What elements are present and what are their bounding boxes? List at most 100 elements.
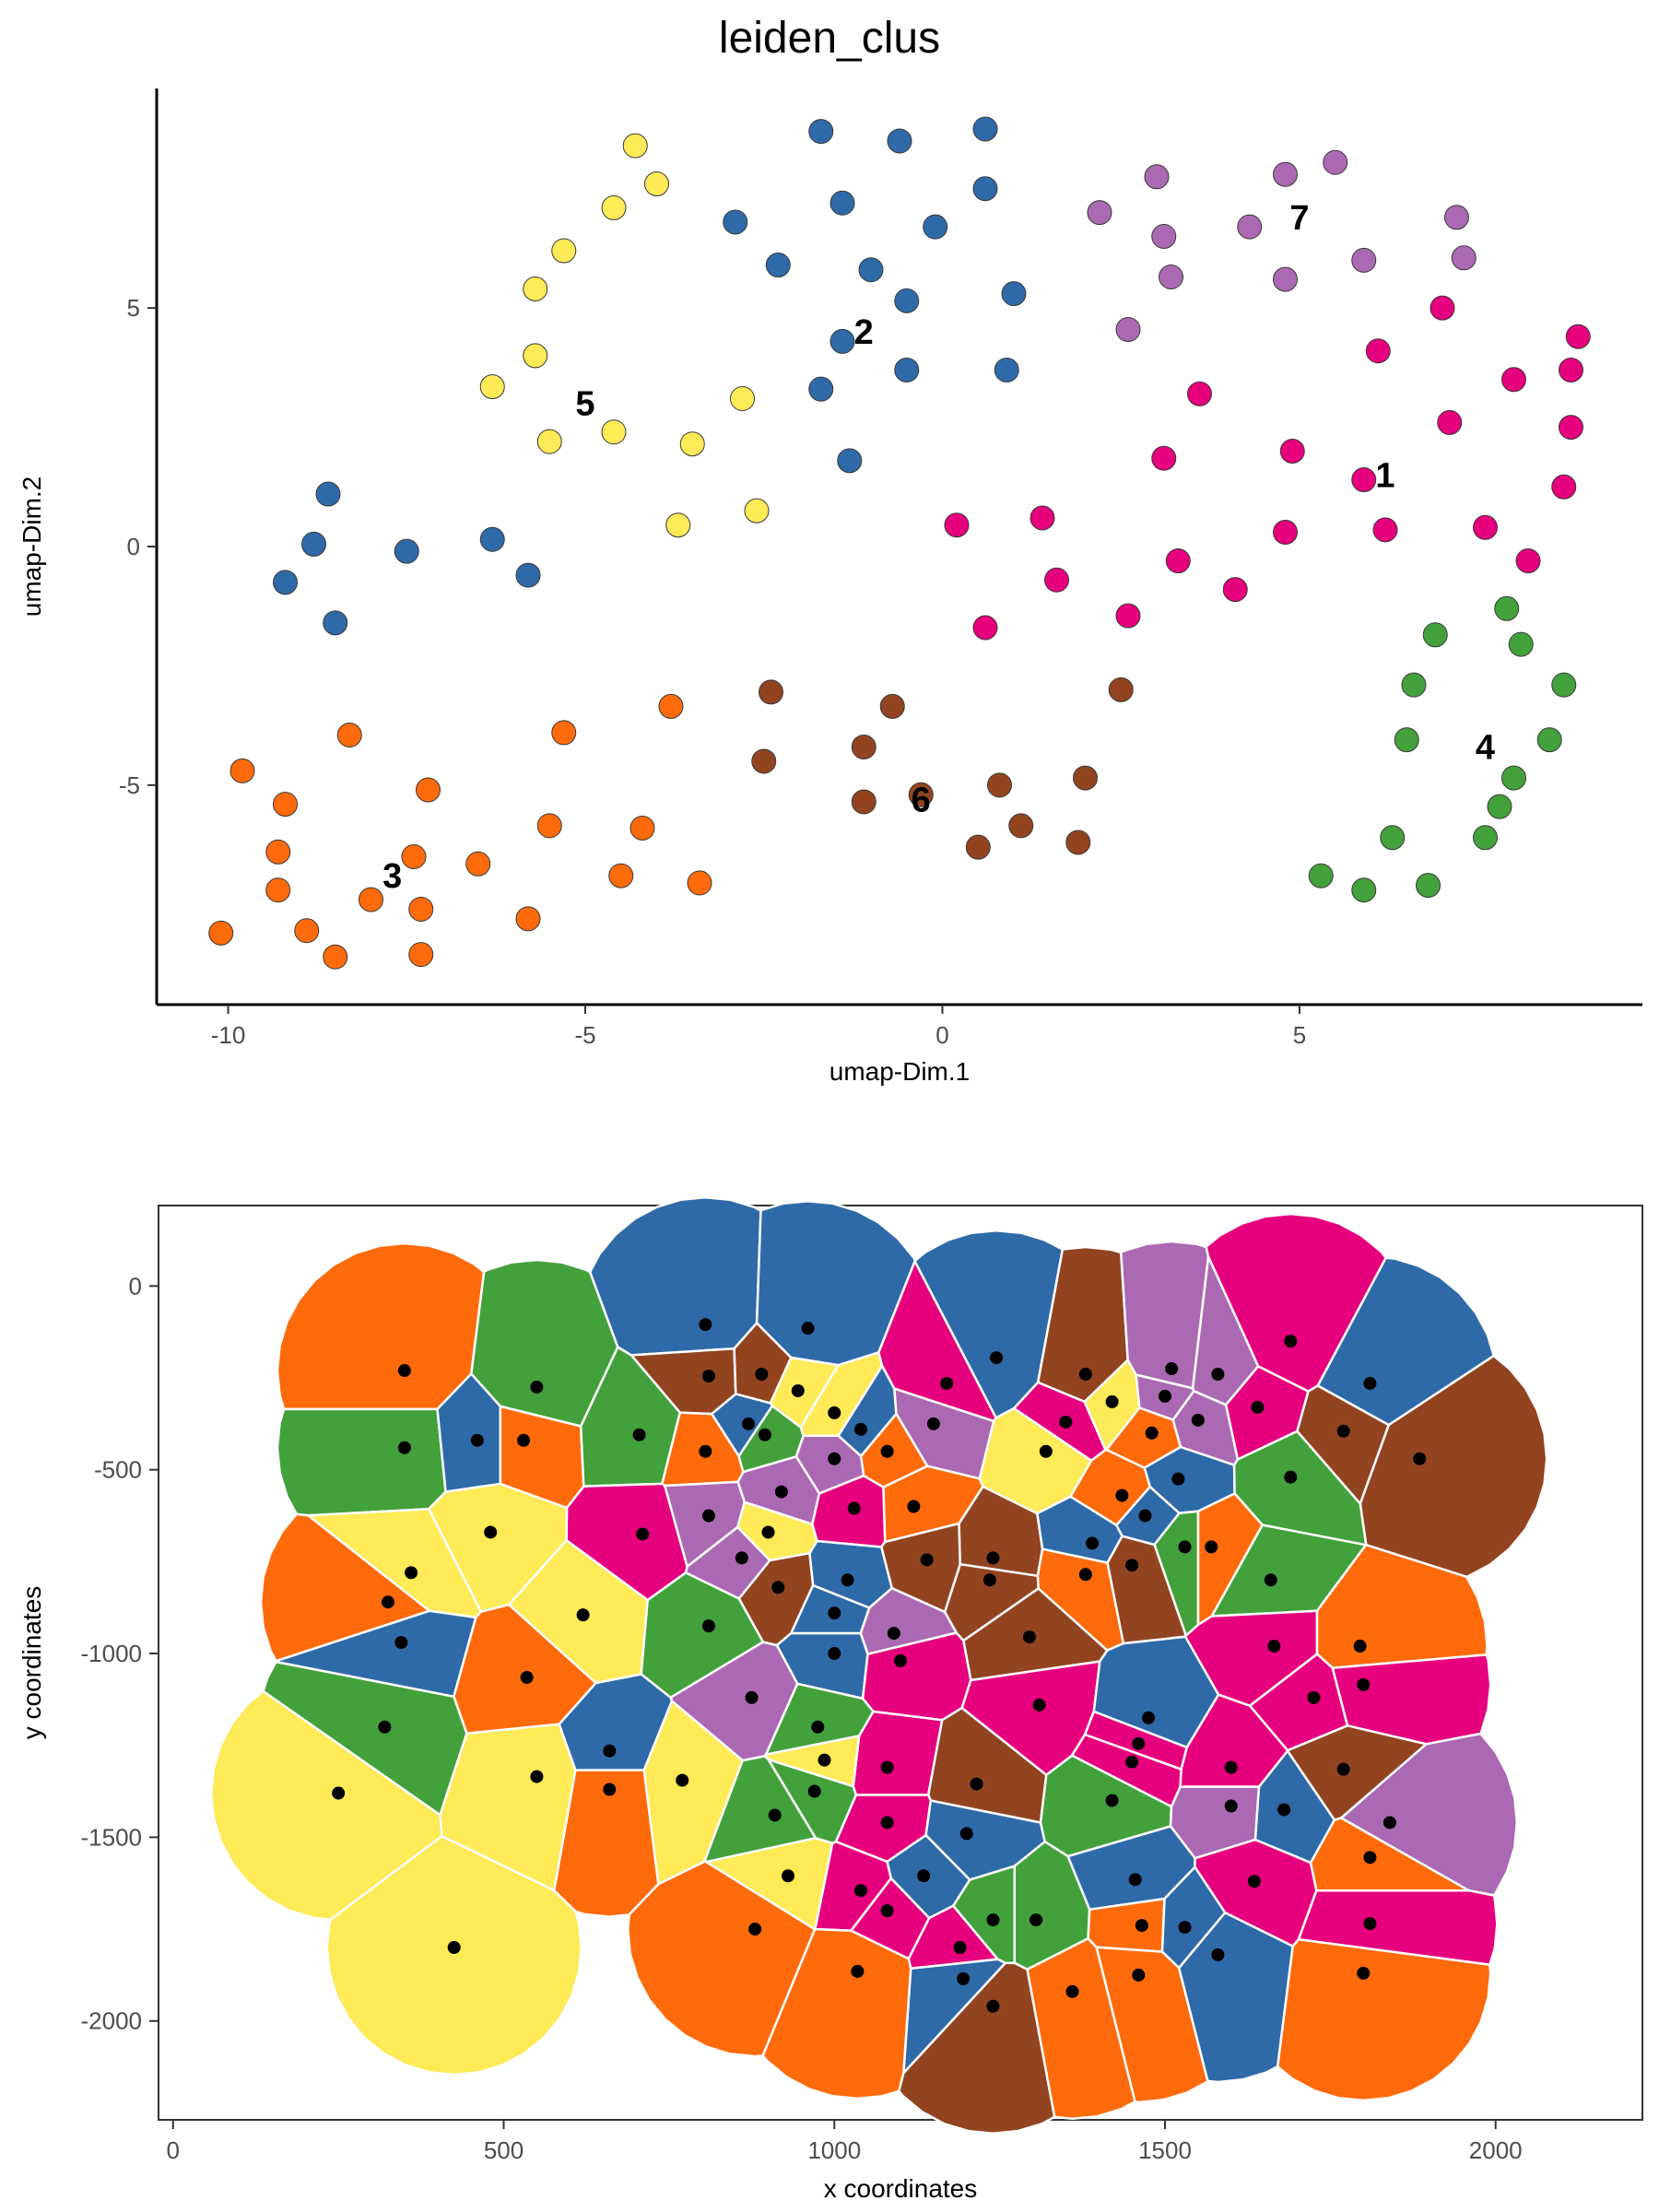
point-cluster-2 <box>830 190 855 216</box>
point-cluster-1 <box>1430 295 1455 321</box>
point-cluster-3 <box>515 906 541 932</box>
cell-cluster-3 <box>761 1927 912 2100</box>
cluster-label-5: 5 <box>575 385 594 424</box>
cell-cluster-2 <box>1316 1256 1496 1427</box>
point-cluster-2 <box>894 357 920 382</box>
cell-centroid <box>853 1884 867 1898</box>
cell-centroid <box>1165 1362 1179 1376</box>
cell-centroid <box>758 1428 771 1441</box>
point-cluster-4 <box>1422 622 1448 648</box>
point-cluster-4 <box>1380 825 1406 851</box>
cell-centroid <box>1336 1762 1350 1776</box>
y-tick-label: -2000 <box>81 2007 143 2035</box>
point-cluster-2 <box>972 116 998 142</box>
point-cluster-4 <box>1473 825 1498 851</box>
cell-centroid <box>880 1444 894 1458</box>
point-cluster-1 <box>1187 381 1212 406</box>
cell-centroid <box>807 1784 821 1798</box>
point-cluster-7 <box>1273 266 1298 292</box>
cell-centroid <box>397 1364 411 1378</box>
point-cluster-1 <box>1559 357 1583 382</box>
point-cluster-3 <box>359 887 383 912</box>
point-cluster-7 <box>1087 200 1112 226</box>
cell-centroid <box>1125 1559 1139 1572</box>
point-cluster-1 <box>1559 415 1583 441</box>
point-cluster-4 <box>1508 631 1534 657</box>
cell-centroid <box>970 1777 983 1791</box>
x-tick-label: 5 <box>1293 1021 1306 1049</box>
point-cluster-1 <box>1473 514 1498 540</box>
point-cluster-4 <box>1487 794 1512 819</box>
point-cluster-6 <box>908 782 934 807</box>
cell-cluster-6 <box>898 1961 1056 2136</box>
point-cluster-6 <box>1108 677 1134 702</box>
cell-centroid <box>676 1773 689 1787</box>
cell-cluster-5 <box>209 1689 443 1921</box>
cell-centroid <box>828 1647 841 1661</box>
cell-centroid <box>887 1627 900 1641</box>
cell-cluster-1 <box>1297 1888 1499 1967</box>
cell-centroid <box>917 1869 931 1883</box>
cell-centroid <box>1224 1760 1238 1774</box>
point-cluster-2 <box>765 253 791 278</box>
cell-centroid <box>828 1406 841 1419</box>
point-cluster-6 <box>759 679 783 705</box>
cell-centroid <box>1336 1424 1350 1438</box>
cell-centroid <box>1022 1630 1036 1644</box>
point-cluster-2 <box>887 128 912 154</box>
y-tick-label: 5 <box>127 294 140 322</box>
point-cluster-6 <box>987 772 1012 798</box>
cluster-label-3: 3 <box>382 857 402 896</box>
point-cluster-1 <box>1222 577 1248 603</box>
voronoi-cells <box>209 1195 1548 2136</box>
point-cluster-2 <box>1001 281 1027 307</box>
cell-centroid <box>847 1501 861 1515</box>
cell-centroid <box>520 1670 534 1684</box>
point-cluster-5 <box>644 171 669 197</box>
point-cluster-4 <box>1494 595 1520 621</box>
cell-centroid <box>576 1608 590 1622</box>
cell-centroid <box>470 1433 484 1447</box>
cell-centroid <box>1353 1640 1367 1653</box>
point-cluster-4 <box>1308 863 1334 888</box>
cell-centroids <box>332 1318 1427 2013</box>
cell-centroid <box>853 1422 867 1436</box>
point-cluster-7 <box>1237 214 1263 240</box>
point-cluster-2 <box>394 538 419 564</box>
point-cluster-6 <box>851 789 877 815</box>
point-cluster-7 <box>1351 247 1377 273</box>
cell-centroid <box>1135 1919 1148 1933</box>
cell-centroid <box>699 1444 712 1458</box>
point-cluster-3 <box>408 896 434 922</box>
cell-centroid <box>953 1941 967 1955</box>
y-tick-label: -500 <box>94 1456 142 1484</box>
cell-centroid <box>755 1368 769 1382</box>
cell-centroid <box>880 1904 894 1918</box>
cell-centroid <box>1039 1444 1053 1458</box>
point-cluster-1 <box>1515 548 1541 574</box>
point-cluster-7 <box>1144 164 1170 190</box>
cell-centroid <box>771 1581 785 1594</box>
point-cluster-4 <box>1551 672 1577 698</box>
point-cluster-5 <box>665 512 691 538</box>
cell-centroid <box>1191 1413 1205 1427</box>
cell-centroid <box>986 1913 1000 1927</box>
cell-centroid <box>1211 1947 1225 1961</box>
point-cluster-7 <box>1444 205 1469 230</box>
cell-centroid <box>1363 1917 1377 1931</box>
x-tick-label: 500 <box>484 2136 524 2164</box>
cell-centroid <box>1307 1690 1321 1704</box>
cell-centroid <box>701 1370 715 1383</box>
cell-centroid <box>986 1551 1000 1565</box>
cell-centroid <box>791 1383 805 1397</box>
point-cluster-1 <box>1501 367 1526 393</box>
cell-centroid <box>1158 1389 1171 1403</box>
point-cluster-3 <box>294 918 320 944</box>
cell-centroid <box>1030 1913 1043 1927</box>
point-cluster-3 <box>401 844 427 870</box>
cell-centroid <box>332 1786 346 1800</box>
x-tick-label: -5 <box>574 1021 595 1049</box>
cell-centroid <box>745 1690 759 1704</box>
cell-centroid <box>990 1351 1004 1365</box>
cell-centroid <box>1142 1711 1156 1724</box>
